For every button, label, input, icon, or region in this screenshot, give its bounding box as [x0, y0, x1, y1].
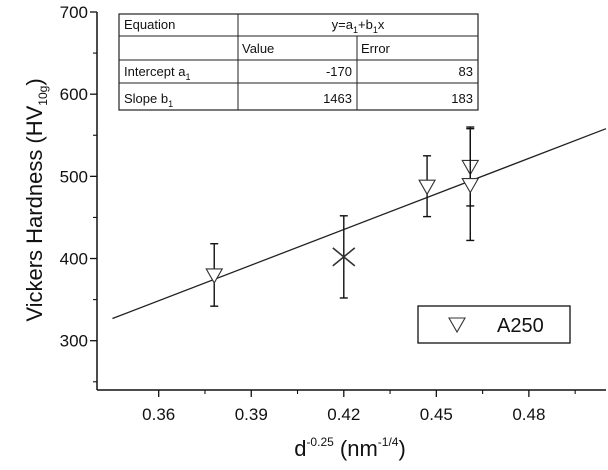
fit-table-header-error: Error	[361, 41, 391, 56]
fit-table-border	[118, 13, 479, 111]
fit-table-row-error: 183	[451, 91, 473, 106]
data-point-triangle	[461, 178, 480, 194]
x-tick-label: 0.45	[420, 405, 453, 424]
y-axis-title: Vickers Hardness (HV10g)	[22, 78, 50, 321]
legend-marker	[448, 317, 466, 334]
fit-line	[112, 128, 607, 320]
y-tick-label: 600	[60, 85, 88, 104]
legend-box	[417, 305, 571, 344]
data-point-x	[332, 247, 356, 267]
y-tick-label: 400	[60, 250, 88, 269]
data-point-triangle	[205, 268, 224, 285]
fit-table-row-label: Intercept a1	[124, 64, 190, 82]
fit-table-row-value: 1463	[323, 91, 352, 106]
fit-table-equation: y=a1+b1x	[332, 17, 385, 35]
y-tick-label: 500	[60, 167, 88, 186]
x-tick-label: 0.42	[327, 405, 360, 424]
y-tick-label: 300	[60, 332, 88, 351]
x-tick-label: 0.48	[512, 405, 545, 424]
fit-table-header-value: Value	[242, 41, 274, 56]
fit-table-row-value: -170	[326, 64, 352, 79]
fit-table-equation-label: Equation	[124, 17, 175, 32]
y-tick-label: 700	[60, 3, 88, 22]
data-point-triangle	[418, 179, 437, 196]
fit-table-row-label: Slope b1	[124, 91, 173, 109]
x-axis-title: d-0.25 (nm-1/4)	[294, 435, 406, 461]
fit-table-row-error: 83	[459, 64, 473, 79]
x-tick-label: 0.39	[235, 405, 268, 424]
x-tick-label: 0.36	[142, 405, 175, 424]
legend-label: A250	[497, 315, 544, 337]
